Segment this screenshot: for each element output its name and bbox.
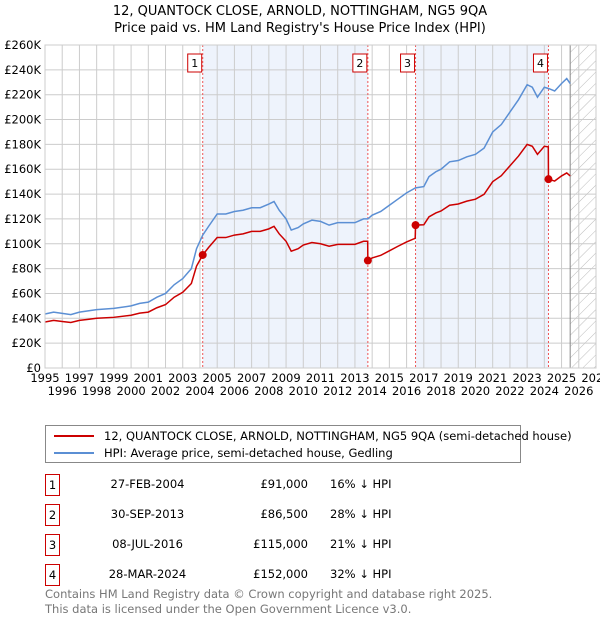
sale-point [544,175,553,184]
legend-label: 12, QUANTOCK CLOSE, ARNOLD, NOTTINGHAM, … [104,429,572,443]
chart-subtitle: Price paid vs. HM Land Registry's House … [114,21,486,36]
sale-hpi-diff: 16% ↓ HPI [330,477,392,491]
x-tick-label: 2017 [409,371,438,385]
x-tick-label: 2024 [530,384,559,398]
y-tick-label: £40K [12,311,42,325]
shaded-band [415,45,549,368]
x-tick-label: 2021 [478,371,507,385]
forecast-hatch [570,45,596,368]
x-tick-label: 2023 [512,371,541,385]
sale-date: 27-FEB-2004 [110,477,185,491]
x-tick-label: 2011 [306,371,335,385]
sale-label-box [400,53,416,73]
sale-label-box [187,53,203,73]
x-tick-label: 2014 [358,384,387,398]
x-tick-label: 1998 [82,384,111,398]
x-tick-label: 2026 [564,384,593,398]
y-tick-label: £240K [4,63,41,77]
sale-number: 3 [45,534,60,556]
x-tick-label: 2013 [340,371,369,385]
x-tick-label: 2002 [151,384,180,398]
x-tick-label: 2027 [581,371,600,385]
sale-number: 2 [45,504,60,526]
legend-item-hpi: HPI: Average price, semi-detached house,… [54,446,393,460]
sale-label: 2 [356,57,363,70]
sale-label: 4 [537,57,544,70]
sale-price: £91,000 [260,477,308,491]
legend-label: HPI: Average price, semi-detached house,… [104,446,393,460]
sale-point [198,250,207,259]
x-tick-label: 2020 [461,384,490,398]
sale-point [363,256,372,265]
shaded-band [202,45,368,368]
sale-number: 1 [45,474,60,496]
x-tick-label: 1997 [65,371,94,385]
x-tick-label: 2015 [375,371,404,385]
sale-price: £86,500 [260,507,308,521]
x-tick-label: 2007 [237,371,266,385]
y-tick-label: £180K [4,137,41,151]
x-tick-label: 2022 [495,384,524,398]
x-tick-label: 2009 [271,371,300,385]
x-tick-label: 1996 [48,384,77,398]
sale-label-box [532,53,548,73]
sale-date: 28-MAR-2024 [108,567,187,581]
y-tick-label: £220K [4,88,41,102]
y-tick-label: £20K [12,336,42,350]
x-tick-label: 2005 [203,371,232,385]
x-tick-label: 2018 [426,384,455,398]
y-tick-label: £120K [4,212,41,226]
y-tick-label: £200K [4,113,41,127]
x-tick-label: 2010 [289,384,318,398]
sale-point [411,221,420,230]
y-tick-label: £80K [12,262,42,276]
y-tick-label: £160K [4,162,41,176]
x-tick-label: 2012 [323,384,352,398]
plot-frame [44,44,597,369]
sale-hpi-diff: 32% ↓ HPI [330,567,392,581]
footer-copyright: Contains HM Land Registry data © Crown c… [45,587,493,601]
x-tick-label: 2025 [547,371,576,385]
x-tick-label: 2003 [168,371,197,385]
legend-item-price-paid: 12, QUANTOCK CLOSE, ARNOLD, NOTTINGHAM, … [54,429,572,443]
y-tick-label: £60K [12,286,42,300]
y-tick-label: £140K [4,187,41,201]
x-tick-label: 2019 [444,371,473,385]
sale-hpi-diff: 21% ↓ HPI [330,537,392,551]
x-tick-label: 1995 [30,371,59,385]
y-tick-label: £100K [4,237,41,251]
x-tick-label: 2016 [392,384,421,398]
chart: 1995199619971998199920002001200220032004… [4,38,600,398]
sale-number: 4 [45,564,60,586]
y-tick-label: £260K [4,38,41,52]
x-tick-label: 2004 [185,384,214,398]
sale-date: 30-SEP-2013 [110,507,185,521]
chart-title: 12, QUANTOCK CLOSE, ARNOLD, NOTTINGHAM, … [112,4,488,19]
sale-hpi-diff: 28% ↓ HPI [330,507,392,521]
sale-price: £152,000 [253,567,308,581]
legend: 12, QUANTOCK CLOSE, ARNOLD, NOTTINGHAM, … [45,425,572,463]
x-tick-label: 2006 [220,384,249,398]
x-tick-label: 1999 [99,371,128,385]
hpi-line [44,77,571,316]
x-tick-label: 2008 [254,384,283,398]
sale-label: 1 [191,57,198,70]
sale-date: 08-JUL-2016 [112,537,183,551]
sale-label-box [352,53,368,73]
price-paid-line [44,143,571,324]
sale-price: £115,000 [253,537,308,551]
y-tick-label: £0 [26,361,41,375]
sale-label: 3 [404,57,411,70]
legend-swatch-blue [54,452,94,454]
x-tick-label: 2001 [134,371,163,385]
footer-licence: This data is licensed under the Open Gov… [45,602,412,616]
legend-swatch-red [54,435,94,437]
x-tick-label: 2000 [116,384,145,398]
